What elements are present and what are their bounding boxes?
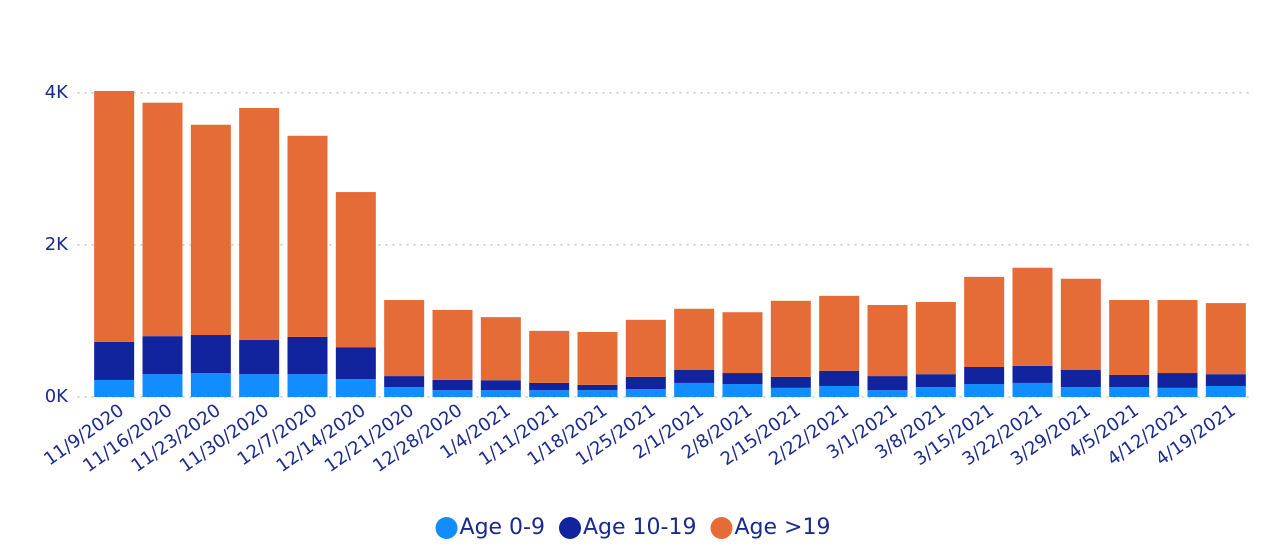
bar-segment	[529, 390, 570, 397]
bar-segment	[577, 390, 618, 397]
bar-segment	[432, 379, 473, 391]
bar-segment	[915, 387, 956, 397]
bar-segment	[239, 374, 280, 397]
bar-segment	[674, 308, 715, 371]
bar-segment	[674, 370, 715, 383]
bar-segment	[335, 347, 376, 380]
bar-segment	[1109, 300, 1150, 375]
bar-segment	[770, 387, 811, 397]
bar-segment	[1205, 303, 1246, 375]
bar-segment	[142, 102, 183, 337]
legend-label: Age 10-19	[583, 515, 696, 540]
bar-segment	[964, 366, 1005, 385]
bar-segment	[94, 90, 135, 342]
bar-segment	[287, 336, 328, 375]
bar-segment	[432, 390, 473, 397]
bar-segment	[142, 374, 183, 397]
bar-segment	[142, 336, 183, 375]
bar-segment	[867, 304, 908, 377]
bar-segment	[384, 387, 425, 397]
bar-segment	[770, 300, 811, 377]
legend-marker	[710, 517, 733, 539]
bar-segment	[964, 384, 1005, 397]
bar-segment	[190, 373, 231, 397]
bar-segment	[529, 382, 570, 391]
bar-segment	[1012, 267, 1053, 366]
bar-segment	[722, 373, 763, 385]
bar-segment	[625, 376, 666, 390]
bar-segment	[819, 370, 860, 386]
bar-segment	[770, 376, 811, 388]
bar-segment	[335, 192, 376, 348]
bar-segment	[625, 389, 666, 397]
bar-segment	[190, 335, 231, 374]
bar-segment	[94, 341, 135, 380]
bar-segment	[722, 312, 763, 374]
bar-segment	[239, 339, 280, 375]
y-tick-label: 4K	[45, 82, 69, 103]
bar-segment	[480, 390, 521, 397]
legend-marker	[435, 517, 458, 539]
bar-segment	[1109, 387, 1150, 397]
legend-label: Age >19	[734, 515, 830, 540]
bar-segment	[1012, 365, 1053, 383]
bar-segment	[577, 331, 618, 385]
bar-segment	[1060, 370, 1101, 388]
bar-segment	[915, 374, 956, 388]
bar-segment	[1012, 382, 1053, 397]
bar-segment	[1060, 278, 1101, 371]
bar-segment	[432, 309, 473, 380]
y-tick-label: 2K	[45, 234, 69, 255]
bar-segment	[915, 301, 956, 375]
bar-segment	[1157, 300, 1198, 374]
bar-segment	[1157, 373, 1198, 388]
bar-segment	[1157, 387, 1198, 397]
bar-segment	[287, 135, 328, 337]
bar-segment	[722, 384, 763, 397]
bar-segment	[384, 376, 425, 388]
bar-segment	[480, 380, 521, 391]
bar-segment	[819, 385, 860, 397]
bar-segment	[577, 384, 618, 391]
bar-segment	[1060, 387, 1101, 397]
bar-segment	[867, 390, 908, 397]
bar-segment	[384, 300, 425, 377]
bar-segment	[94, 379, 135, 397]
bar-segment	[964, 276, 1005, 367]
bar-segment	[335, 379, 376, 397]
bar-segment	[819, 295, 860, 371]
bar-segment	[480, 317, 521, 381]
legend-marker	[559, 517, 582, 539]
bar-segment	[625, 319, 666, 377]
bar-segment	[190, 124, 231, 336]
bar-segment	[1205, 385, 1246, 397]
y-tick-label: 0K	[45, 386, 69, 407]
bar-segment	[867, 376, 908, 391]
bar-segment	[1205, 374, 1246, 386]
bar-segment	[674, 382, 715, 397]
bar-segment	[287, 374, 328, 397]
bar-segment	[529, 330, 570, 383]
legend-label: Age 0-9	[460, 515, 545, 540]
bar-segment	[239, 108, 280, 340]
bar-segment	[1109, 374, 1150, 388]
